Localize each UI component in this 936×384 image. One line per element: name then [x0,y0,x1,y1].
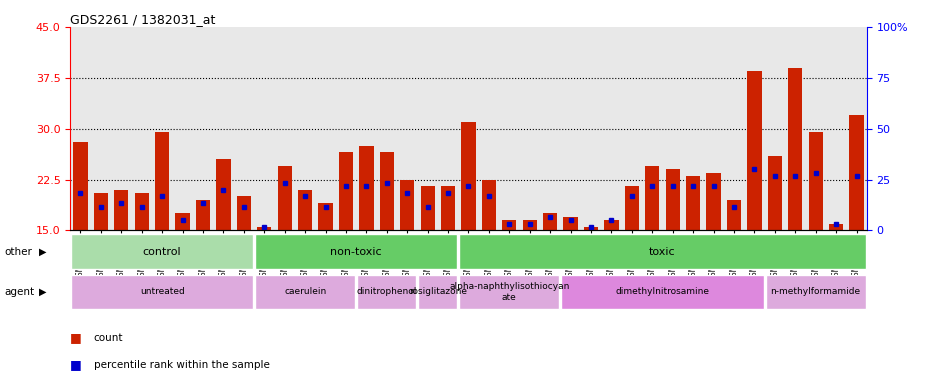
Bar [563,217,578,230]
Text: ■: ■ [70,331,82,344]
FancyBboxPatch shape [765,275,865,309]
Bar [94,193,108,230]
Bar [441,186,455,230]
Bar [787,68,801,230]
Text: n-methylformamide: n-methylformamide [769,287,860,296]
Bar [665,169,680,230]
Text: control: control [142,247,182,257]
Bar [379,152,393,230]
Bar [604,220,618,230]
Bar [237,197,251,230]
Bar [828,223,842,230]
Bar [154,132,169,230]
FancyBboxPatch shape [561,275,763,309]
Bar [114,190,128,230]
Text: ▶: ▶ [39,247,47,257]
Text: ■: ■ [70,358,82,371]
Bar [808,132,822,230]
Bar [339,152,353,230]
Bar [583,227,597,230]
Bar [298,190,312,230]
Text: non-toxic: non-toxic [330,247,382,257]
Bar [256,227,271,230]
Bar [318,203,332,230]
Bar [216,159,230,230]
Bar [461,122,475,230]
Bar [196,200,210,230]
Bar [502,220,516,230]
FancyBboxPatch shape [255,234,457,269]
Text: alpha-naphthylisothiocyan
ate: alpha-naphthylisothiocyan ate [448,282,569,301]
Text: ▶: ▶ [39,287,47,297]
FancyBboxPatch shape [71,275,253,309]
FancyBboxPatch shape [71,234,253,269]
FancyBboxPatch shape [357,275,416,309]
Text: count: count [94,333,123,343]
Bar [726,200,740,230]
Bar [746,71,761,230]
Text: GDS2261 / 1382031_at: GDS2261 / 1382031_at [70,13,215,26]
Bar [645,166,659,230]
FancyBboxPatch shape [459,234,865,269]
Bar [543,214,557,230]
Bar [277,166,291,230]
Bar [400,180,414,230]
Text: toxic: toxic [649,247,675,257]
FancyBboxPatch shape [459,275,559,309]
Bar [73,142,88,230]
Text: untreated: untreated [139,287,184,296]
FancyBboxPatch shape [255,275,355,309]
Bar [685,176,699,230]
Bar [706,173,720,230]
Bar [522,220,536,230]
Bar [767,156,782,230]
Text: other: other [5,247,33,257]
Text: percentile rank within the sample: percentile rank within the sample [94,360,270,370]
FancyBboxPatch shape [418,275,457,309]
Bar [135,193,149,230]
Bar [624,186,638,230]
Text: dimethylnitrosamine: dimethylnitrosamine [615,287,709,296]
Bar [848,115,863,230]
Bar [358,146,373,230]
Bar [420,186,434,230]
Text: caerulein: caerulein [284,287,326,296]
Text: rosiglitazone: rosiglitazone [408,287,466,296]
Bar [175,214,189,230]
Text: agent: agent [5,287,35,297]
Text: dinitrophenol: dinitrophenol [357,287,417,296]
Bar [481,180,495,230]
